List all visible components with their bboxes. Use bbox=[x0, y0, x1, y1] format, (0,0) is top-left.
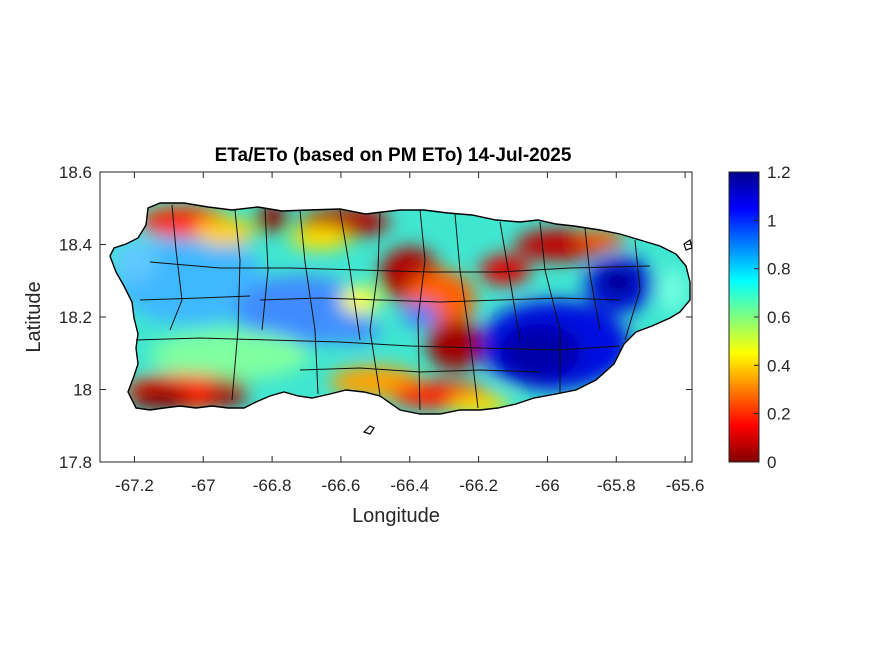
boundary-line bbox=[149, 261, 651, 273]
colorbar-tick-label: 1 bbox=[767, 211, 776, 230]
vieques-fragment bbox=[362, 425, 375, 435]
culebra-fragment bbox=[683, 239, 693, 251]
colorbar-tick-label: 0.6 bbox=[767, 308, 791, 327]
y-tick-label: 18.6 bbox=[59, 163, 92, 182]
boundary-line bbox=[417, 209, 426, 411]
colorbar-tick-label: 1.2 bbox=[767, 163, 791, 182]
boundary-line bbox=[539, 221, 561, 394]
boundary-line bbox=[299, 209, 319, 395]
y-tick-label: 17.8 bbox=[59, 453, 92, 472]
boundary-line bbox=[169, 204, 183, 331]
municipality-boundaries bbox=[135, 204, 651, 411]
x-tick-label: -65.8 bbox=[597, 476, 636, 495]
blob-west-coast bbox=[113, 238, 157, 282]
blob-mid-yellow bbox=[340, 286, 380, 314]
heatmap-blobs bbox=[113, 204, 688, 414]
boundary-line bbox=[261, 207, 269, 331]
x-tick-label: -67 bbox=[191, 476, 216, 495]
chart-title: ETa/ETo (based on PM ETo) 14-Jul-2025 bbox=[215, 145, 572, 166]
x-tick-label: -66.4 bbox=[390, 476, 429, 495]
blob-south-green bbox=[150, 330, 310, 380]
x-tick-label: -66.8 bbox=[253, 476, 292, 495]
boundary-line bbox=[135, 337, 621, 351]
y-tick-label: 18.2 bbox=[59, 308, 92, 327]
blob-east-tip bbox=[656, 268, 688, 312]
boundary-line bbox=[454, 213, 479, 409]
boundary-line bbox=[584, 227, 601, 331]
boundary-line bbox=[624, 239, 641, 341]
colorbar-ticks: 0 0.2 0.4 0.6 0.8 1 1.2 bbox=[754, 163, 791, 472]
blob-central-blue bbox=[320, 316, 380, 344]
blob-north-center-red bbox=[480, 255, 530, 285]
colorbar-tick-label: 0.4 bbox=[767, 356, 791, 375]
x-tick-label: -65.6 bbox=[666, 476, 705, 495]
y-axis-label: Latitude bbox=[23, 281, 45, 352]
y-tick-label: 18 bbox=[73, 381, 92, 400]
x-tick-label: -66.6 bbox=[322, 476, 361, 495]
blob-southwest-dark2 bbox=[208, 378, 248, 406]
boundary-line bbox=[499, 221, 521, 341]
x-tick-label: -66.2 bbox=[459, 476, 498, 495]
y-axis-ticks: 17.8 18 18.2 18.4 18.6 bbox=[59, 163, 692, 472]
colorbar-tick-label: 0 bbox=[767, 453, 776, 472]
x-tick-label: -67.2 bbox=[115, 476, 154, 495]
blob-east-central-blue bbox=[402, 303, 438, 327]
blob-center-dark bbox=[427, 320, 483, 370]
blob-northwest-yellow bbox=[195, 218, 255, 246]
boundary-line bbox=[231, 209, 241, 401]
blob-northeast-orange bbox=[575, 230, 625, 250]
x-axis-ticks: -67.2 -67 -66.8 -66.6 -66.4 -66.2 -66 -65.8 -65.… bbox=[115, 172, 704, 495]
x-axis-label: Longitude bbox=[352, 505, 440, 527]
blob-southwest-dark bbox=[130, 386, 190, 410]
blob-north-yellow bbox=[290, 226, 350, 250]
blob-northeast-dark bbox=[600, 268, 636, 296]
colorbar-tick-label: 0.2 bbox=[767, 405, 791, 424]
colorbar-tick-label: 0.8 bbox=[767, 260, 791, 279]
heatmap-layer bbox=[110, 203, 690, 414]
x-tick-label: -66 bbox=[535, 476, 560, 495]
boundary-line bbox=[139, 295, 251, 301]
y-tick-label: 18.4 bbox=[59, 236, 92, 255]
boundary-line bbox=[259, 297, 621, 303]
boundary-line bbox=[299, 367, 541, 373]
